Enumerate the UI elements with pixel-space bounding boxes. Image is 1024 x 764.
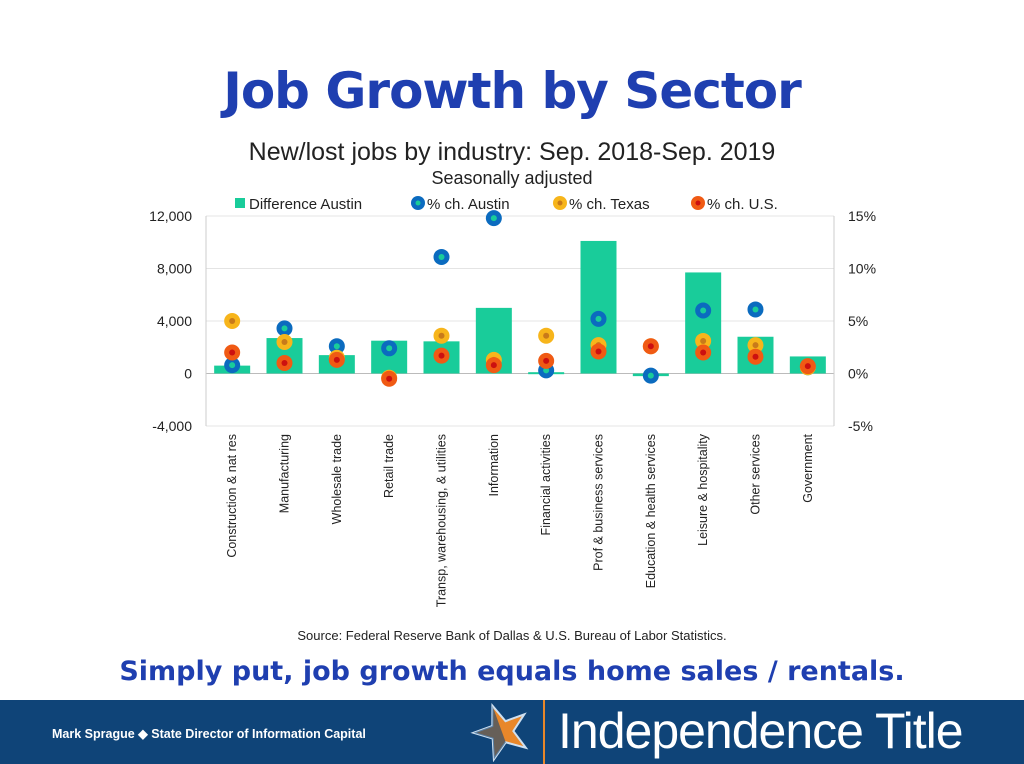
left-tick-label: 0 xyxy=(184,366,192,382)
legend-label: % ch. Texas xyxy=(569,196,650,213)
legend-label: Difference Austin xyxy=(249,196,362,213)
category-label: Government xyxy=(801,433,815,502)
marker-center xyxy=(700,307,707,314)
marker-center xyxy=(438,253,445,260)
slide-title: Job Growth by Sector xyxy=(223,62,802,120)
marker-center xyxy=(281,360,288,366)
job-growth-chart: -4,000 0 4,000 8,000 12,000 -5% 0% 5% 10% 15% Cons… xyxy=(149,196,876,607)
legend-label: % ch. U.S. xyxy=(707,196,778,213)
legend-marker-center xyxy=(415,200,421,206)
legend-marker-center xyxy=(695,200,701,206)
marker-center xyxy=(804,363,811,370)
marker-center xyxy=(543,367,550,374)
star-logo-icon xyxy=(470,702,529,762)
left-tick-label: 4,000 xyxy=(157,313,192,329)
category-label: Education & health services xyxy=(644,434,658,588)
marker-center xyxy=(229,362,236,369)
category-label: Information xyxy=(487,434,501,497)
left-tick-label: -4,000 xyxy=(152,418,192,434)
chart-title: New/lost jobs by industry: Sep. 2018-Sep… xyxy=(248,138,776,166)
marker-center xyxy=(438,332,445,339)
category-label: Transp, warehousing, & utilities xyxy=(435,434,449,607)
presenter-role: State Director of Information Capital xyxy=(151,727,366,741)
marker-center xyxy=(229,349,236,356)
chart-subtitle: Seasonally adjusted xyxy=(431,168,593,188)
marker-center xyxy=(647,372,654,379)
marker-center xyxy=(647,343,654,350)
category-label: Retail trade xyxy=(382,434,396,498)
left-tick-label: 8,000 xyxy=(157,261,192,277)
presenter-credit: Mark Sprague ◆ State Director of Informa… xyxy=(52,726,366,741)
marker-center xyxy=(333,356,340,363)
category-label: Financial activities xyxy=(539,434,553,535)
marker-center xyxy=(752,306,759,313)
category-label: Manufacturing xyxy=(278,434,292,513)
category-label: Construction & nat res xyxy=(225,434,239,558)
marker-center xyxy=(386,345,393,352)
category-label: Wholesale trade xyxy=(330,434,344,524)
legend-swatch xyxy=(235,198,245,208)
legend-label: % ch. Austin xyxy=(427,196,510,213)
legend-marker-center xyxy=(557,200,563,206)
marker-center xyxy=(543,357,550,364)
brand-name: Independence Title xyxy=(558,703,964,759)
marker-center xyxy=(490,215,497,222)
category-label: Prof & business services xyxy=(592,434,606,571)
marker-center xyxy=(281,325,288,332)
category-label: Other services xyxy=(749,434,763,515)
marker-center xyxy=(543,332,550,339)
marker-center xyxy=(700,349,707,356)
right-tick-label: 0% xyxy=(848,366,868,382)
chart-source: Source: Federal Reserve Bank of Dallas &… xyxy=(297,628,727,643)
left-tick-label: 12,000 xyxy=(149,208,192,224)
right-tick-label: 5% xyxy=(848,313,868,329)
footer-divider xyxy=(543,700,545,764)
tagline: Simply put, job growth equals home sales… xyxy=(119,656,905,687)
presenter-name: Mark Sprague xyxy=(52,727,135,741)
marker-center xyxy=(333,343,340,350)
marker-center xyxy=(700,337,707,344)
category-label: Leisure & hospitality xyxy=(696,433,710,546)
right-tick-label: 15% xyxy=(848,208,876,224)
footer-bar: Mark Sprague ◆ State Director of Informa… xyxy=(0,700,1024,764)
right-tick-label: -5% xyxy=(848,418,873,434)
marker-center xyxy=(752,342,759,349)
marker-center xyxy=(281,339,288,345)
separator-diamond: ◆ xyxy=(138,727,148,741)
marker-center xyxy=(752,353,759,360)
right-tick-label: 10% xyxy=(848,261,876,277)
marker-center xyxy=(229,318,236,324)
marker-center xyxy=(595,315,602,322)
marker-center xyxy=(595,348,602,355)
marker-center xyxy=(490,362,497,369)
marker-center xyxy=(386,375,393,382)
marker-center xyxy=(438,352,445,359)
